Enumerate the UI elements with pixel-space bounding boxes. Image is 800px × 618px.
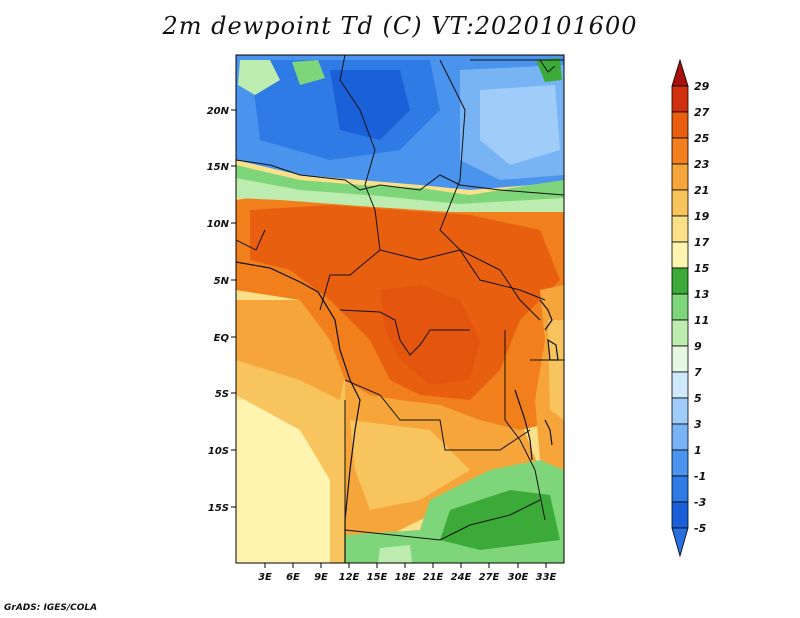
congo-basin (380, 285, 480, 385)
lon-label: 12E (339, 572, 360, 583)
lon-labels: 3E 6E 9E 12E 15E 18E 21E 24E 27E 30E 33E (258, 572, 556, 583)
colorbar-swatch (671, 163, 689, 191)
red-sea-coast (539, 59, 556, 73)
colorbar-label: 3 (694, 418, 702, 431)
colorbar-label: 17 (694, 236, 710, 249)
colorbar-label: 11 (694, 314, 709, 327)
angola-19 (350, 420, 470, 510)
nw-green-spot-2 (292, 60, 325, 85)
colorbar-label: -3 (694, 496, 707, 509)
lon-label: 33E (536, 572, 557, 583)
lat-ticks (231, 109, 236, 508)
lon-label: 6E (286, 572, 300, 583)
lon-label: 9E (314, 572, 328, 583)
colorbar-swatch (671, 111, 689, 139)
lon-label: 18E (395, 572, 416, 583)
colorbar-label: 23 (694, 158, 710, 171)
contour-field (236, 55, 564, 563)
angola-south-pale (378, 545, 412, 563)
lon-label: 3E (258, 572, 272, 583)
lat-label: 5N (214, 276, 230, 287)
lon-label: 27E (479, 572, 500, 583)
colorbar-swatch (671, 371, 689, 399)
colorbar-swatch (671, 501, 689, 529)
colorbar-swatch (671, 475, 689, 503)
colorbar-label: 29 (694, 80, 710, 93)
colorbar-swatch (671, 215, 689, 243)
colorbar-label: 5 (694, 392, 702, 405)
colorbar-swatch (671, 423, 689, 451)
grads-credit: GrADS: IGES/COLA (4, 603, 98, 613)
colorbar-label: 19 (694, 210, 710, 223)
nw-green-spot (238, 60, 280, 95)
nubia-pale (480, 85, 560, 165)
sahel-pale (236, 178, 564, 212)
colorbar-swatch (671, 319, 689, 347)
lon-label: 30E (508, 572, 529, 583)
colorbar-label: 9 (694, 340, 702, 353)
lat-label: 5S (215, 389, 229, 400)
lat-labels: 20N 15N 10N 5N EQ 5S 10S 15S (207, 106, 230, 514)
colorbar-swatch (671, 293, 689, 321)
colorbar-label: 15 (694, 262, 710, 275)
colorbar-label: 27 (694, 106, 710, 119)
lon-label: 21E (423, 572, 444, 583)
colorbar-swatch (671, 241, 689, 269)
color-bar (671, 58, 689, 558)
map-frame (235, 54, 565, 564)
colorbar-labels: 29 27 25 23 21 19 17 15 13 11 9 7 5 3 1 … (694, 80, 710, 535)
sahara-darkest (330, 70, 410, 140)
colorbar-label: -5 (694, 522, 707, 535)
lat-label: 20N (207, 106, 230, 117)
country-borders (236, 55, 564, 560)
colorbar-bottom-arrow (671, 527, 689, 558)
east-highlands-pale (548, 320, 564, 420)
colorbar-label: 21 (694, 184, 709, 197)
colorbar-label: 7 (694, 366, 702, 379)
colorbar-swatch (671, 85, 689, 113)
colorbar-swatch (671, 267, 689, 295)
colorbar-swatch (671, 137, 689, 165)
colorbar-label: 13 (694, 288, 710, 301)
colorbar-swatch (671, 449, 689, 477)
colorbar-top-arrow (671, 58, 689, 87)
lon-ticks (264, 563, 547, 568)
lat-label: EQ (214, 333, 230, 344)
lat-label: 15S (208, 503, 229, 514)
colorbar-label: 25 (694, 132, 710, 145)
lon-label: 24E (451, 572, 472, 583)
coastline (236, 261, 361, 563)
lon-label: 15E (367, 572, 388, 583)
colorbar-swatch (671, 397, 689, 425)
lat-label: 15N (207, 162, 230, 173)
colorbar-label: 1 (694, 444, 702, 457)
lakes (514, 299, 559, 461)
lat-label: 10N (207, 219, 230, 230)
map-title: 2m dewpoint Td (C) VT:2020101600 (162, 12, 638, 40)
colorbar-swatch (671, 345, 689, 373)
colorbar-label: -1 (694, 470, 706, 483)
lat-label: 10S (208, 446, 229, 457)
colorbar-swatch (671, 189, 689, 217)
